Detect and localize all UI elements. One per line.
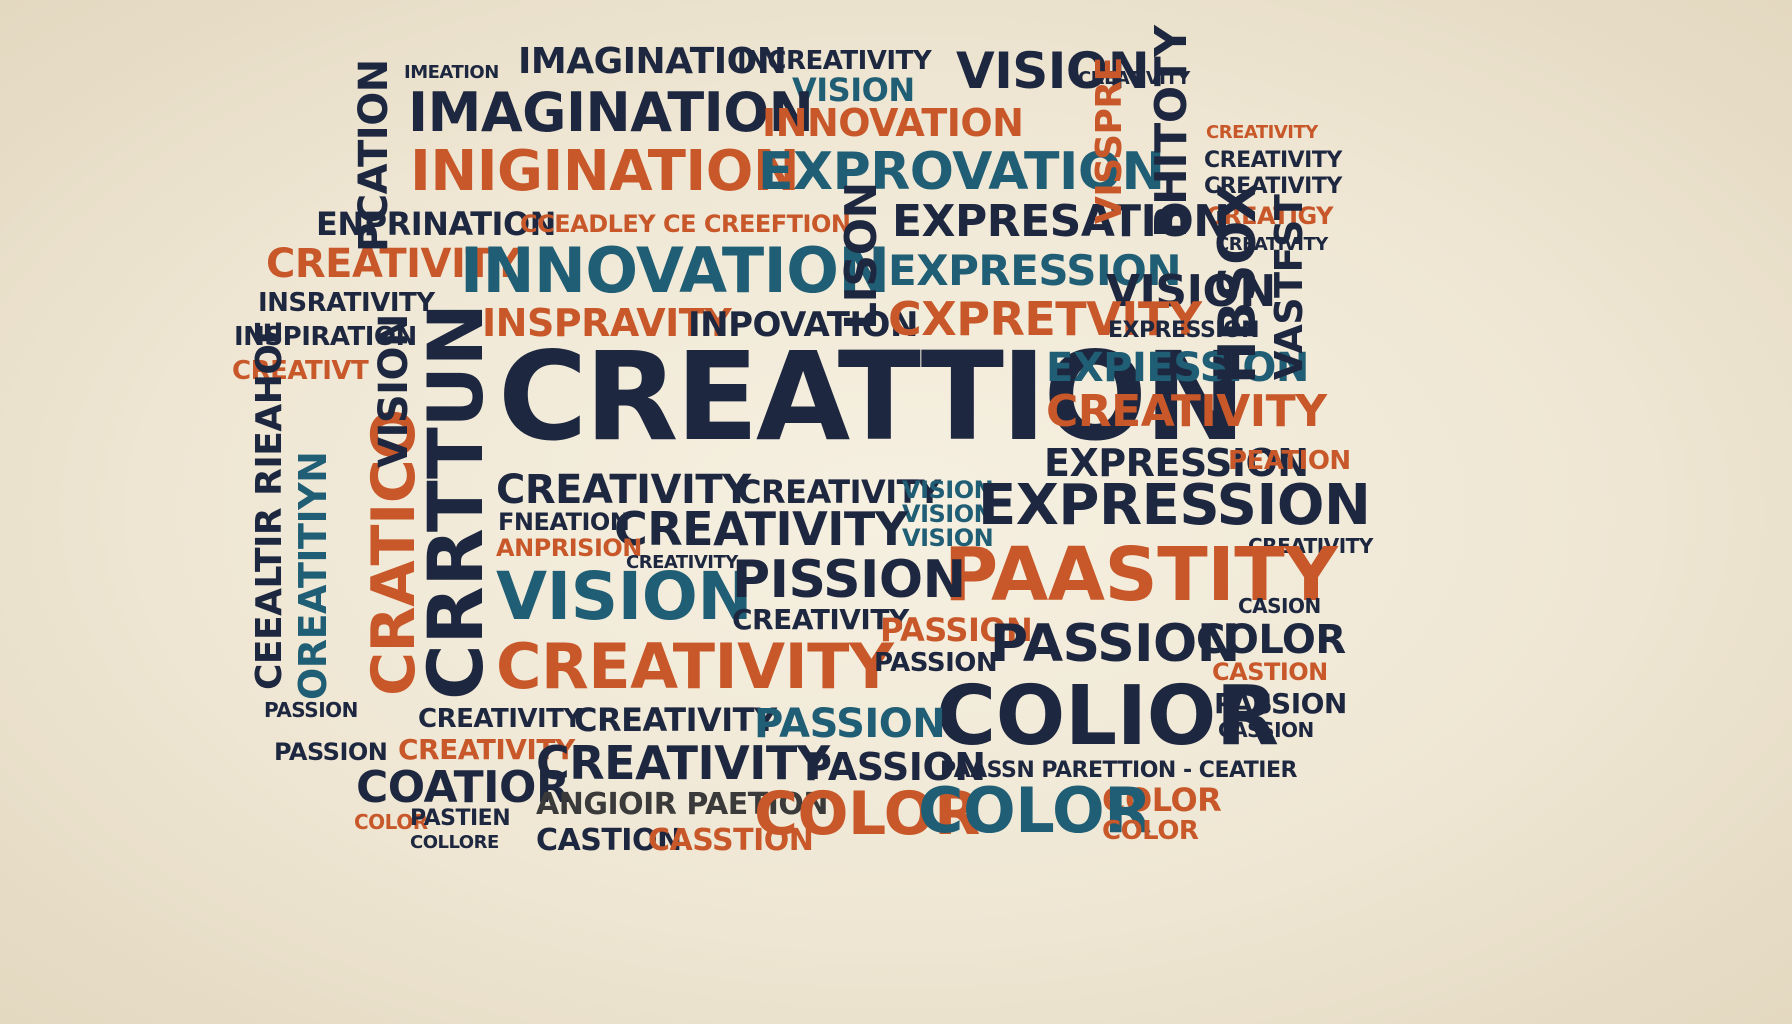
word: INSPIRATION	[234, 322, 417, 352]
word-vertical: HBSOX	[1208, 183, 1268, 384]
word: PASSION	[804, 745, 986, 789]
word: VISION	[902, 500, 994, 528]
word-center-creattion: CREATTION	[498, 326, 1246, 468]
word: EXPRESSION	[1044, 441, 1309, 485]
word: VISION	[792, 71, 915, 109]
word: IMEATION	[404, 62, 499, 83]
word: PASTIEN	[410, 806, 511, 831]
word: PASSION	[990, 614, 1240, 674]
word: VISION	[902, 524, 994, 552]
word: PEATION	[1228, 446, 1351, 476]
word: CREATIVITY	[1248, 534, 1373, 558]
word: CREATIVITY	[732, 603, 909, 636]
word: CREATIVITY	[1078, 68, 1190, 89]
word-vertical: LISON	[836, 182, 887, 330]
word: PAASTITY	[944, 532, 1338, 618]
word-vertical: VISSPRE	[1089, 57, 1130, 224]
word: CASSTION	[648, 823, 814, 858]
word: ANGIOIR PAETION	[536, 787, 829, 822]
word: PISSION	[732, 550, 966, 610]
word: INSPRAVITY	[482, 301, 732, 345]
word-vertical: VASTFST	[1267, 194, 1311, 380]
word: ANPRISION	[496, 534, 642, 562]
word: PASSION	[264, 698, 358, 722]
word: CCEADLEY CE CREEFTION	[520, 210, 851, 238]
word: VISION	[496, 558, 753, 635]
word: CREATIVT	[232, 356, 369, 386]
word: PASSION	[1214, 687, 1347, 720]
word: COLOR	[1102, 781, 1222, 819]
word: CREATIVITY	[536, 736, 830, 790]
word: PASSION	[754, 701, 946, 747]
word: VISION	[1106, 266, 1276, 317]
word: INIGINATION	[410, 139, 800, 204]
word: CREATIVITY	[1204, 174, 1342, 199]
word: COLOR	[918, 774, 1152, 847]
word: CASTION	[1212, 658, 1328, 686]
word: COATIOR	[356, 762, 570, 813]
word-vertical: PCATION	[351, 59, 397, 252]
word: CREATIVITY	[398, 733, 575, 766]
word: CREATIVITY	[496, 467, 751, 513]
word: CXPRETVITY	[888, 292, 1202, 346]
word-vertical: CRRTTUN	[411, 303, 500, 700]
word: CREATIVITY	[614, 502, 908, 556]
word: CASSION	[1218, 718, 1314, 742]
word: INCREATIVITY	[737, 46, 932, 76]
word-vertical: CEEALTIR RIEAHOE	[249, 320, 290, 690]
word: INNOVATION	[762, 101, 1024, 145]
word: ENPRINATION	[316, 205, 556, 243]
word: IMAGINATION	[408, 81, 814, 144]
word: CREATIVITY	[626, 552, 738, 573]
word: CREATIVITY	[738, 473, 941, 511]
word: CASTION	[536, 823, 682, 858]
word: FNEATION	[498, 508, 630, 536]
word: COLOR	[1102, 816, 1199, 846]
word: CREATIGY	[1206, 202, 1334, 230]
word: CASION	[1238, 594, 1321, 618]
word: INNOVATION	[460, 234, 890, 307]
word: CREATIVITY	[418, 704, 582, 734]
word: CREATIVITY	[1204, 148, 1342, 173]
word: VISION	[902, 476, 994, 504]
word: PASSION	[880, 611, 1033, 649]
word: CREATIVITY	[574, 701, 777, 739]
word: COLOR	[1196, 617, 1346, 663]
word-vertical: CREATIVITY	[1216, 234, 1328, 255]
word: EXPRESSION	[1108, 318, 1260, 343]
word: CREATIVITY	[266, 241, 521, 287]
word: COLOR	[754, 779, 980, 849]
word: CREATIVITY	[1046, 386, 1327, 437]
word: EXPRESATION	[892, 196, 1230, 247]
word-vertical: CREATIVITY	[1206, 122, 1318, 143]
word: INSRATIVITY	[258, 288, 435, 318]
word-vertical: OREATITIYN	[291, 451, 335, 700]
word: IMAGINATION	[518, 41, 787, 82]
word: PAASSN PARETTION - CEATIER	[940, 758, 1297, 783]
word: PASSION	[874, 648, 998, 678]
word: EXPROVATION	[758, 142, 1165, 202]
word: EXPRESSION	[978, 473, 1371, 538]
word: VISION	[956, 42, 1150, 100]
word-vertical: VISION	[371, 313, 417, 468]
word: COLIOR	[936, 669, 1279, 764]
word: COLOR	[354, 810, 428, 834]
word: EXPIESSION	[1046, 345, 1309, 391]
word: COLLORE	[410, 832, 499, 853]
word: CREATIVITY	[496, 630, 894, 703]
word: EXPRESSION	[888, 246, 1181, 295]
word: PASSION	[274, 738, 388, 766]
word-vertical: BHITOTY	[1146, 25, 1197, 238]
word: INPOVATION	[688, 305, 918, 345]
